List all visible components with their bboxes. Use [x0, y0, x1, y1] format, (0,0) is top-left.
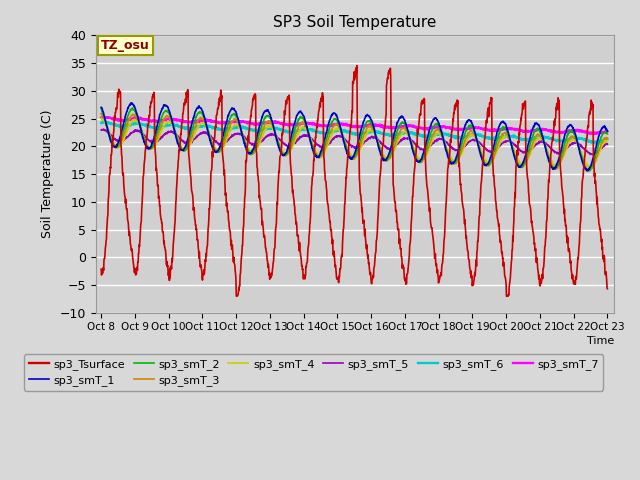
sp3_Tsurface — [499, 263, 507, 269]
sp3_smT_5 — [211, 137, 218, 143]
sp3_smT_4 — [433, 130, 440, 135]
sp3_smT_2 — [267, 116, 275, 122]
sp3_smT_5 — [499, 140, 507, 146]
sp3_smT_3 — [544, 150, 552, 156]
sp3_smT_7 — [590, 131, 598, 136]
sp3_Tsurface — [267, 275, 275, 281]
sp3_smT_7 — [544, 127, 552, 133]
sp3_smT_2 — [211, 147, 218, 153]
sp3_smT_6 — [198, 124, 205, 130]
sp3_smT_4 — [211, 143, 218, 149]
Line: sp3_smT_3: sp3_smT_3 — [101, 113, 607, 171]
sp3_smT_3 — [604, 136, 611, 142]
Line: sp3_smT_7: sp3_smT_7 — [101, 117, 607, 133]
sp3_smT_3 — [98, 110, 106, 116]
sp3_Tsurface — [198, 267, 205, 273]
sp3_smT_4 — [604, 137, 611, 143]
sp3_smT_6 — [97, 120, 105, 126]
sp3_Tsurface — [353, 63, 361, 69]
sp3_smT_1 — [211, 147, 218, 153]
sp3_smT_6 — [211, 126, 218, 132]
Legend: sp3_Tsurface, sp3_smT_1, sp3_smT_2, sp3_smT_3, sp3_smT_4, sp3_smT_5, sp3_smT_6, : sp3_Tsurface, sp3_smT_1, sp3_smT_2, sp3_… — [24, 354, 603, 391]
sp3_smT_6 — [544, 135, 552, 141]
sp3_smT_4 — [267, 124, 275, 130]
sp3_Tsurface — [210, 139, 218, 145]
sp3_smT_4 — [586, 166, 594, 171]
sp3_smT_1 — [604, 128, 611, 134]
sp3_smT_3 — [97, 111, 105, 117]
sp3_smT_6 — [103, 119, 111, 125]
sp3_smT_3 — [267, 121, 275, 127]
Line: sp3_smT_6: sp3_smT_6 — [101, 122, 607, 143]
sp3_smT_2 — [97, 106, 105, 111]
Line: sp3_smT_4: sp3_smT_4 — [101, 118, 607, 168]
sp3_smT_7 — [198, 119, 205, 124]
sp3_smT_2 — [586, 168, 593, 174]
sp3_smT_5 — [604, 141, 611, 147]
sp3_smT_6 — [499, 134, 507, 140]
Line: sp3_smT_1: sp3_smT_1 — [101, 103, 607, 171]
sp3_smT_5 — [544, 142, 552, 148]
sp3_smT_3 — [433, 127, 440, 132]
sp3_smT_7 — [604, 128, 611, 134]
sp3_smT_7 — [100, 114, 108, 120]
sp3_Tsurface — [97, 266, 105, 272]
sp3_smT_3 — [584, 168, 592, 174]
sp3_smT_1 — [544, 154, 552, 160]
sp3_smT_1 — [433, 116, 440, 122]
sp3_smT_3 — [499, 131, 507, 136]
sp3_smT_5 — [198, 131, 205, 136]
sp3_smT_1 — [267, 115, 275, 121]
sp3_smT_1 — [499, 119, 507, 124]
sp3_smT_3 — [198, 116, 205, 121]
sp3_smT_6 — [433, 132, 440, 137]
sp3_smT_5 — [97, 127, 105, 133]
sp3_Tsurface — [433, 270, 441, 276]
sp3_smT_7 — [97, 115, 105, 120]
sp3_smT_1 — [583, 168, 591, 174]
sp3_smT_7 — [433, 124, 440, 130]
Line: sp3_Tsurface: sp3_Tsurface — [101, 66, 607, 296]
sp3_smT_3 — [211, 145, 218, 151]
sp3_smT_1 — [198, 107, 205, 112]
sp3_smT_5 — [433, 137, 440, 143]
sp3_smT_4 — [98, 115, 106, 121]
sp3_smT_2 — [499, 124, 507, 130]
sp3_smT_6 — [604, 136, 611, 142]
Line: sp3_smT_5: sp3_smT_5 — [101, 129, 607, 155]
sp3_smT_2 — [604, 131, 611, 137]
sp3_smT_1 — [97, 105, 105, 110]
sp3_smT_4 — [97, 115, 105, 121]
sp3_smT_5 — [590, 152, 598, 157]
sp3_smT_4 — [499, 135, 507, 141]
Line: sp3_smT_2: sp3_smT_2 — [101, 108, 607, 171]
sp3_smT_7 — [211, 118, 218, 123]
sp3_smT_2 — [129, 105, 136, 111]
Y-axis label: Soil Temperature (C): Soil Temperature (C) — [42, 110, 54, 238]
sp3_smT_6 — [267, 125, 275, 131]
Text: TZ_osu: TZ_osu — [101, 39, 150, 52]
sp3_Tsurface — [544, 196, 552, 202]
sp3_smT_2 — [544, 152, 552, 158]
sp3_smT_6 — [588, 140, 595, 145]
sp3_smT_7 — [267, 119, 275, 125]
sp3_Tsurface — [604, 286, 611, 292]
sp3_smT_5 — [267, 132, 275, 137]
sp3_smT_1 — [128, 100, 136, 106]
sp3_smT_2 — [433, 121, 440, 127]
sp3_smT_4 — [544, 148, 552, 154]
sp3_smT_2 — [198, 110, 205, 116]
sp3_smT_5 — [100, 126, 108, 132]
Title: SP3 Soil Temperature: SP3 Soil Temperature — [273, 15, 437, 30]
Text: Time: Time — [587, 336, 614, 346]
sp3_smT_4 — [198, 120, 205, 125]
sp3_Tsurface — [232, 293, 240, 299]
sp3_smT_7 — [499, 126, 507, 132]
